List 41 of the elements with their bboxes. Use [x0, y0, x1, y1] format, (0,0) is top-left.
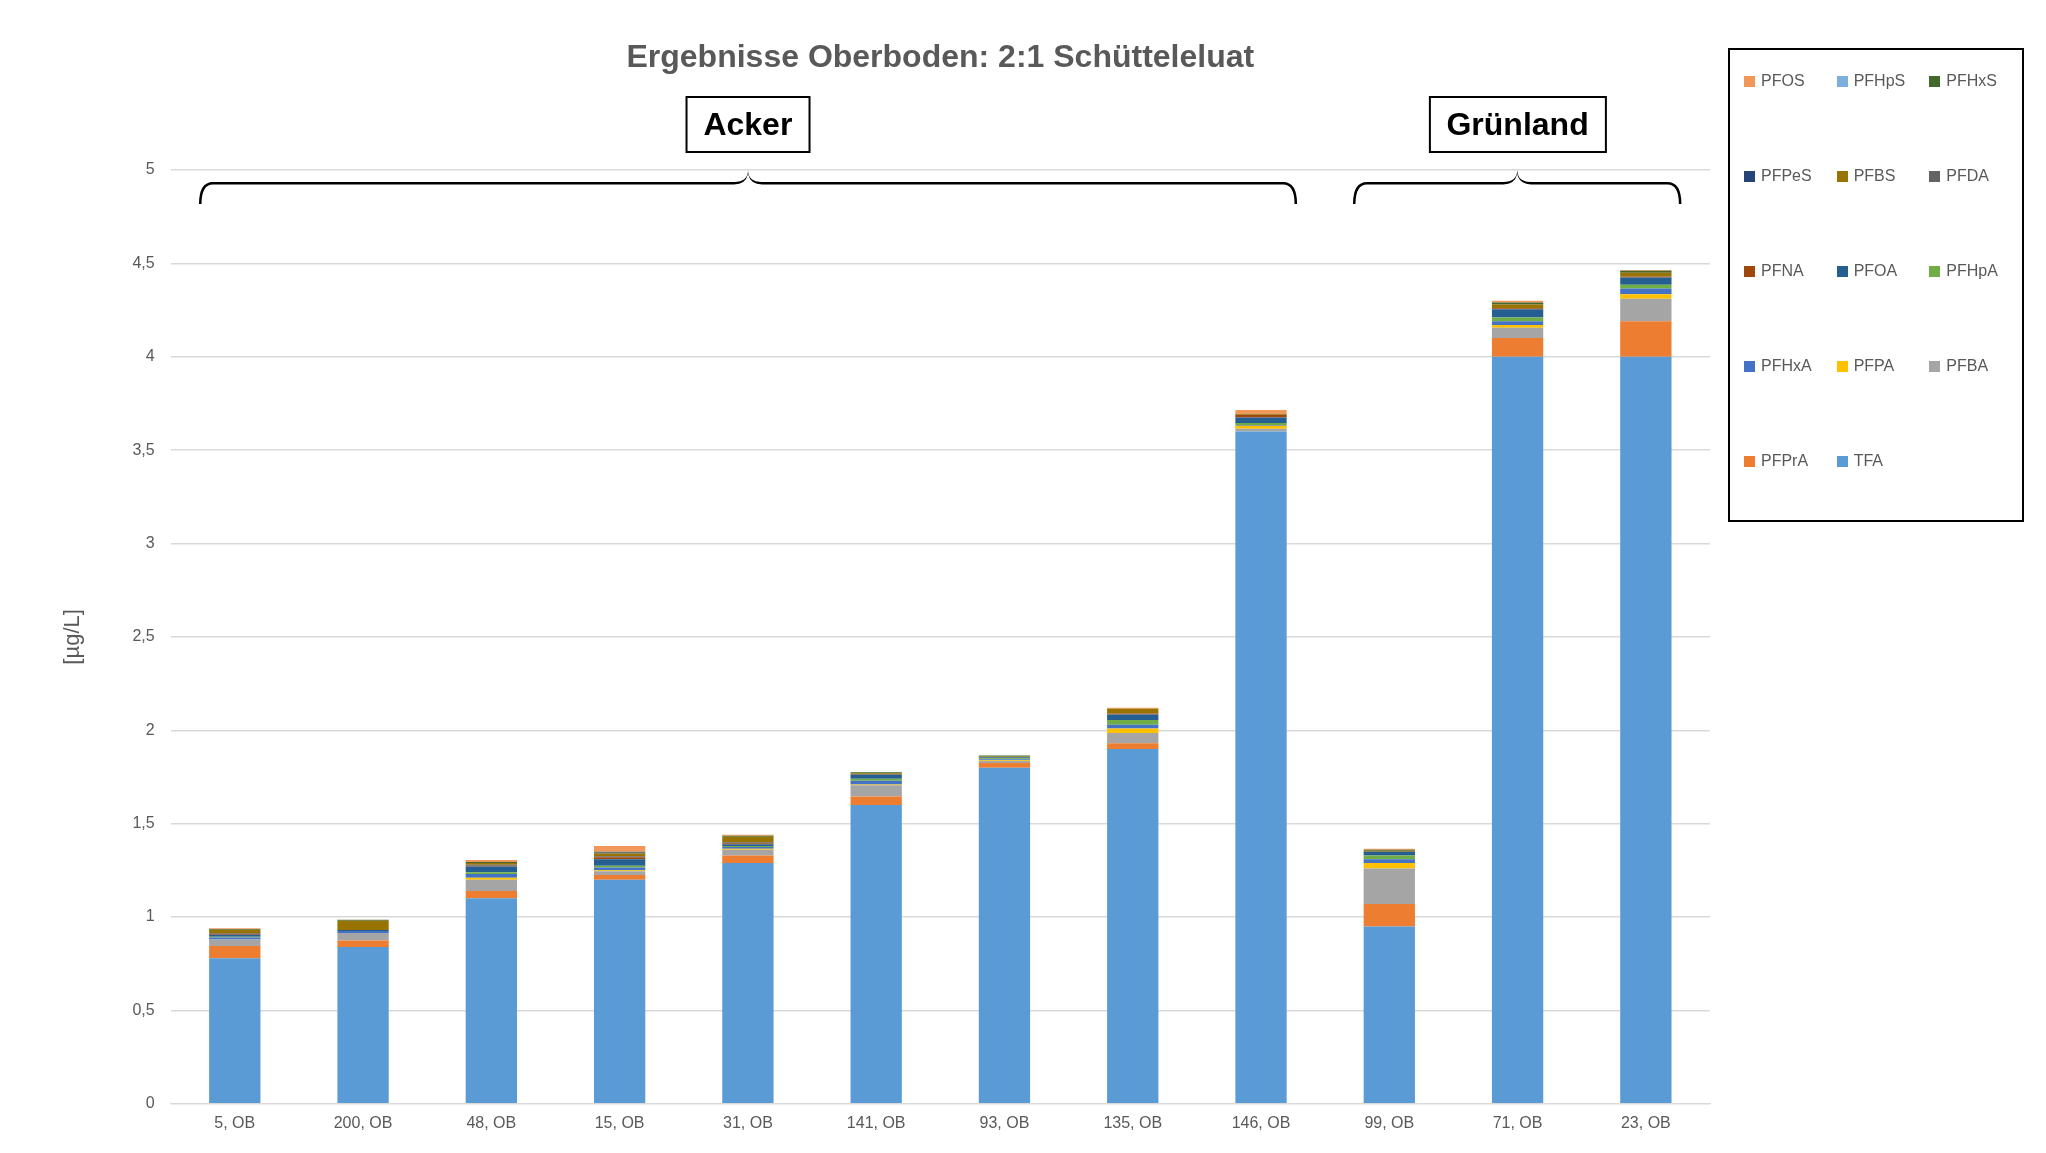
- legend-label: PFOS: [1761, 72, 1805, 90]
- legend-label: PFDA: [1946, 167, 1989, 185]
- y-tick-label: 3,5: [132, 440, 155, 458]
- y-tick-label: 1: [145, 907, 155, 925]
- legend-label: PFPeS: [1761, 167, 1812, 185]
- y-tick-label: 4: [145, 347, 155, 365]
- y-tick-label: 4,5: [132, 253, 155, 271]
- x-tick-label: 31, OB: [723, 1113, 773, 1131]
- y-tick-label: 2,5: [132, 627, 155, 645]
- x-tick-label: 71, OB: [1492, 1113, 1543, 1131]
- x-tick-label: 93, OB: [979, 1113, 1030, 1131]
- x-tick-label: 15, OB: [594, 1113, 645, 1131]
- legend-label: PFPrA: [1761, 452, 1809, 470]
- y-axis-title: [µg/L]: [59, 609, 85, 665]
- text: Acker: [685, 96, 811, 153]
- legend-label: PFHxS: [1946, 72, 1997, 90]
- legend-label: PFBA: [1946, 357, 1989, 375]
- y-tick-label: 5: [145, 160, 155, 178]
- legend-label: PFOA: [1853, 262, 1898, 280]
- y-tick-label: 1,5: [132, 814, 155, 832]
- x-tick-label: 99, OB: [1364, 1113, 1415, 1131]
- x-tick-label: 141, OB: [846, 1113, 906, 1131]
- x-tick-label: 23, OB: [1620, 1113, 1671, 1131]
- legend-label: PFHxA: [1761, 357, 1812, 375]
- x-tick-label: 5, OB: [214, 1113, 256, 1131]
- legend-label: TFA: [1853, 452, 1883, 470]
- y-tick-label: 0: [145, 1094, 155, 1112]
- x-tick-label: 135, OB: [1103, 1113, 1163, 1131]
- x-tick-label: 48, OB: [466, 1113, 517, 1131]
- legend-label: PFNA: [1761, 262, 1804, 280]
- legend-label: PFPA: [1853, 357, 1895, 375]
- legend-label: PFHpA: [1946, 262, 1998, 280]
- x-tick-label: 200, OB: [333, 1113, 393, 1131]
- x-tick-label: 146, OB: [1231, 1113, 1291, 1131]
- text: Grünland: [1428, 96, 1607, 153]
- y-tick-label: 2: [145, 720, 155, 738]
- legend-label: PFBS: [1853, 167, 1896, 185]
- y-tick-label: 3: [145, 533, 155, 551]
- y-tick-label: 0,5: [132, 1000, 155, 1018]
- legend-label: PFHpS: [1853, 72, 1906, 90]
- chart-title: Ergebnisse Oberboden: 2:1 Schütteleluat: [625, 38, 1256, 75]
